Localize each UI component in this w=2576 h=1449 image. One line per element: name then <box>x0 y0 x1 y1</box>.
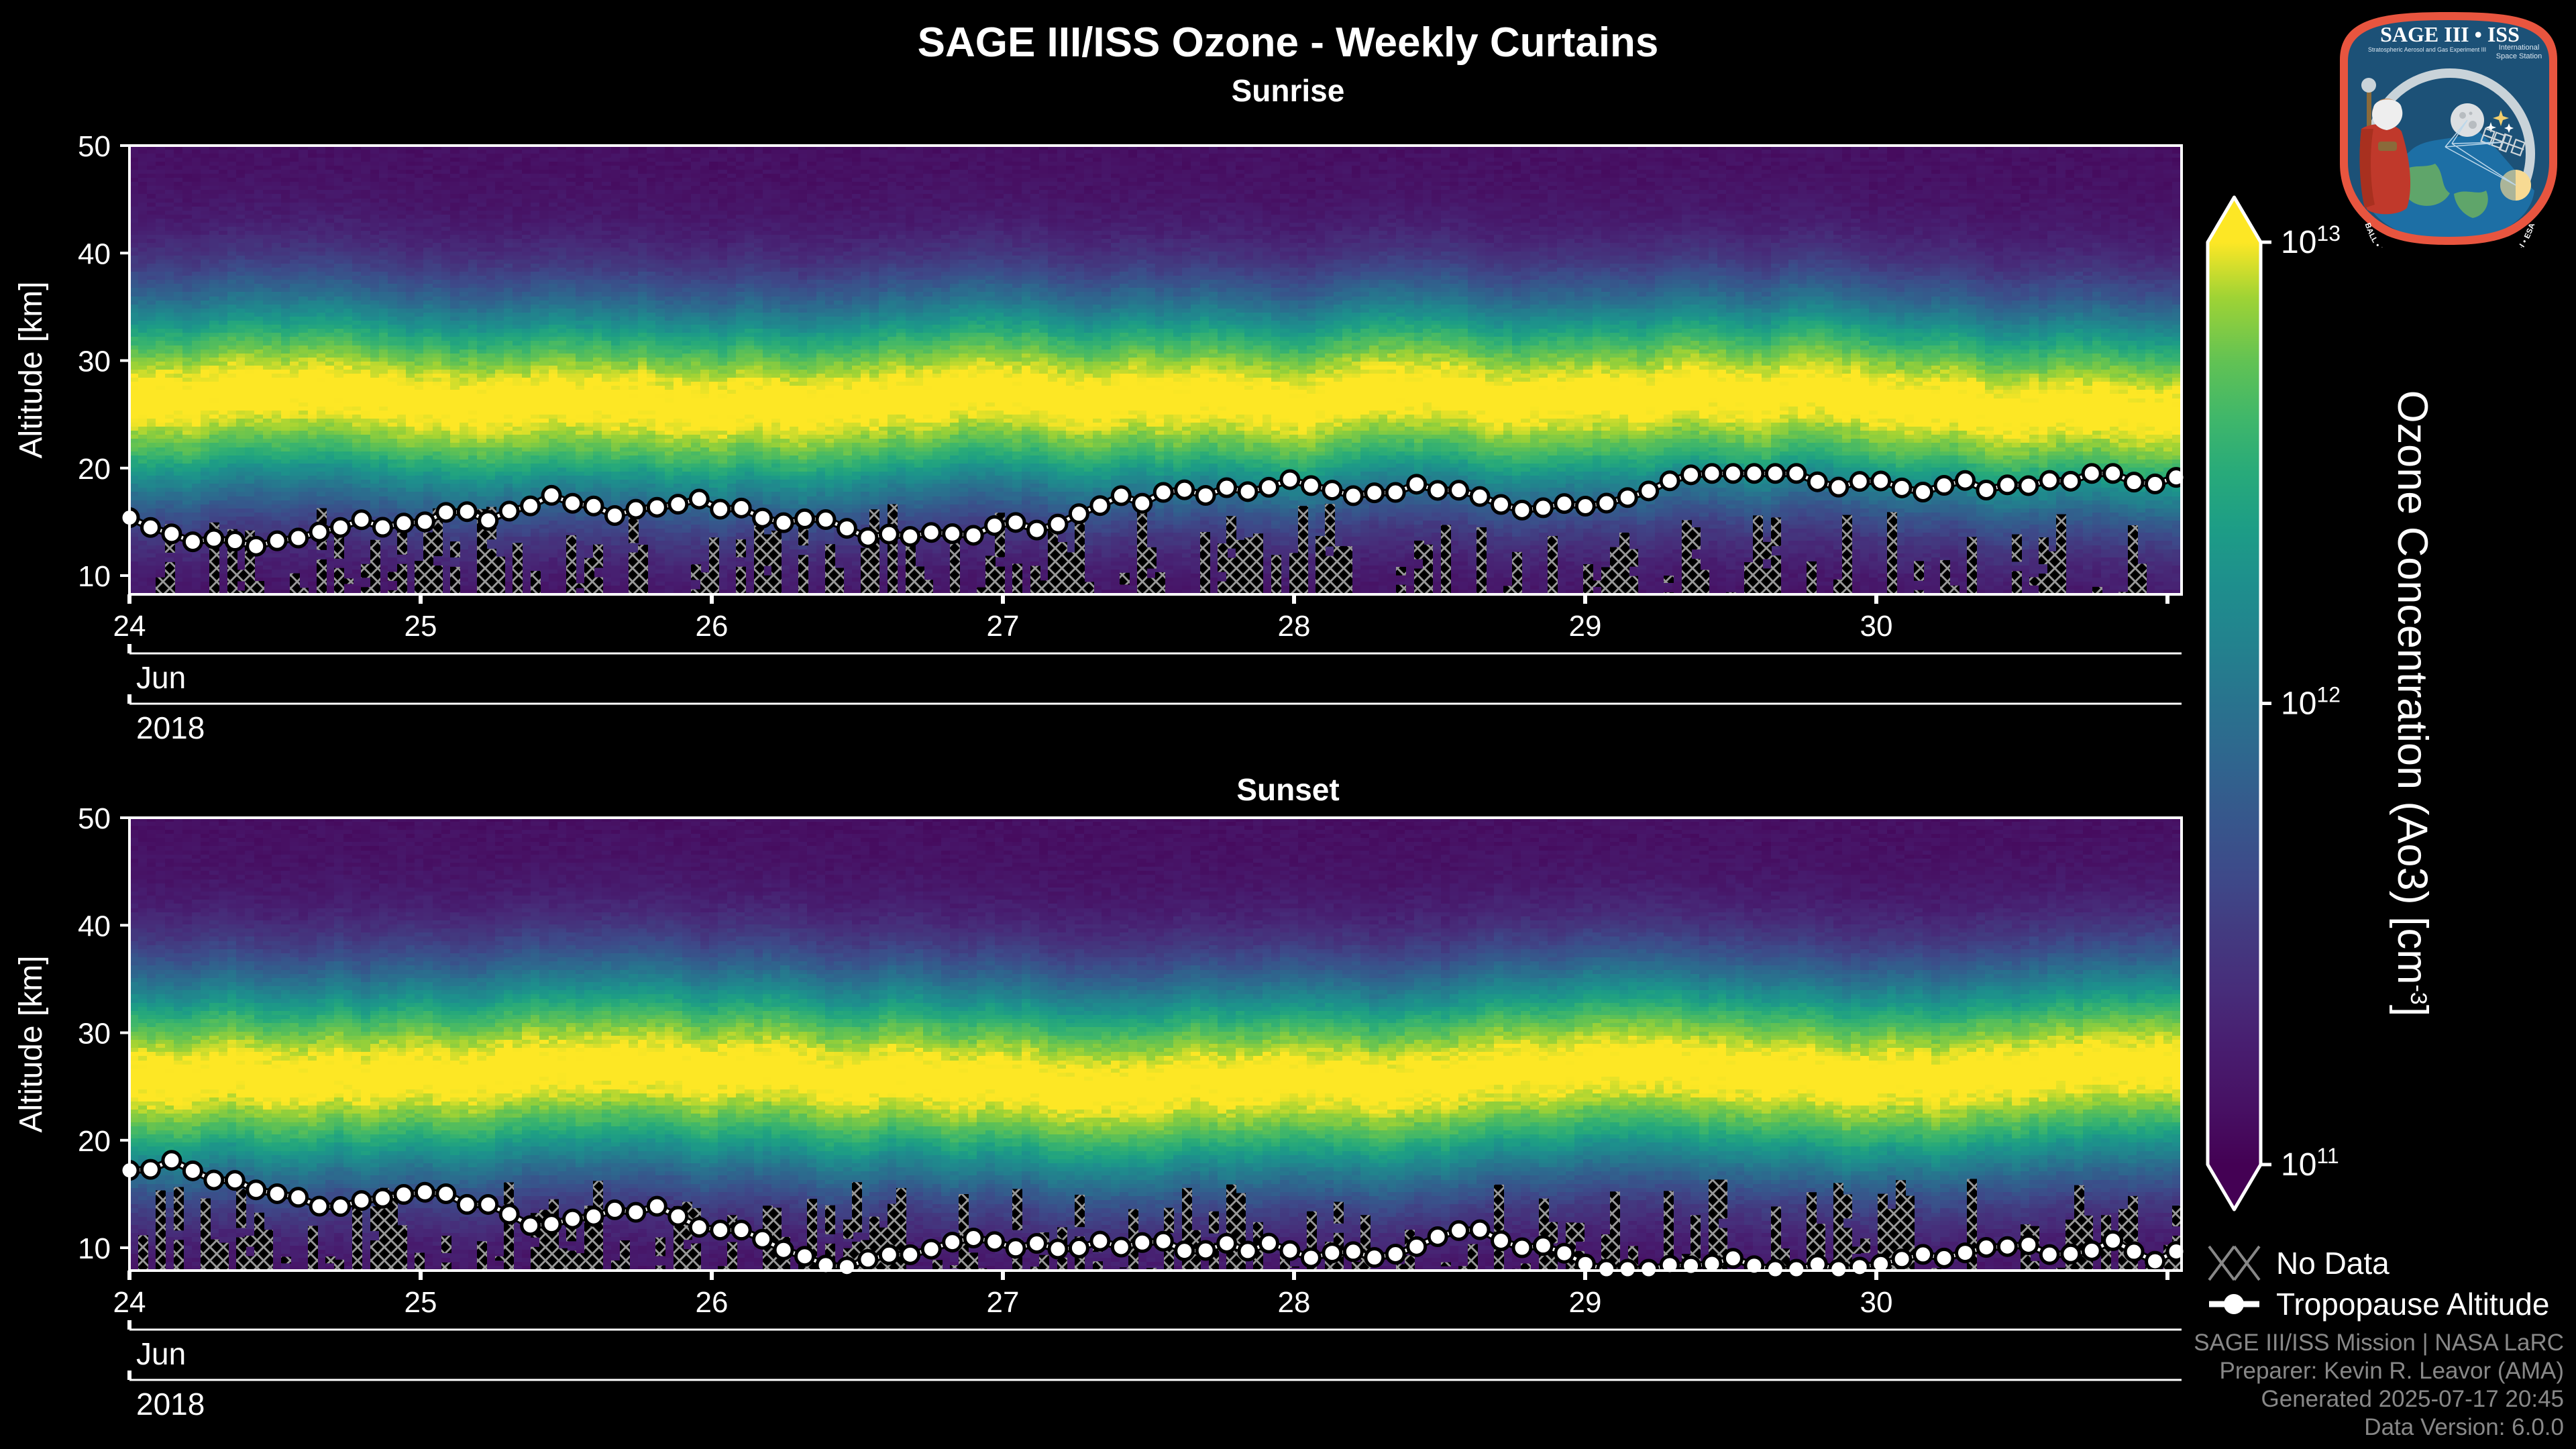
svg-text:Space Station: Space Station <box>2496 52 2542 60</box>
svg-text:20: 20 <box>78 453 111 486</box>
svg-text:20: 20 <box>78 1125 111 1158</box>
svg-text:30: 30 <box>78 345 111 378</box>
svg-text:27: 27 <box>987 610 1020 643</box>
svg-text:28: 28 <box>1278 610 1311 643</box>
svg-text:1011: 1011 <box>2281 1144 2339 1183</box>
svg-text:28: 28 <box>1278 1286 1311 1319</box>
svg-text:Jun: Jun <box>136 660 186 695</box>
svg-text:Preparer: Kevin R. Leavor (AMA: Preparer: Kevin R. Leavor (AMA) <box>2219 1358 2564 1384</box>
svg-text:40: 40 <box>78 910 111 943</box>
svg-text:30: 30 <box>1860 1286 1893 1319</box>
svg-text:10: 10 <box>78 560 111 593</box>
svg-text:Altitude [km]: Altitude [km] <box>13 281 49 458</box>
svg-text:24: 24 <box>113 610 146 643</box>
svg-text:Tropopause Altitude: Tropopause Altitude <box>2276 1287 2549 1322</box>
svg-text:International: International <box>2499 44 2540 52</box>
svg-text:1012: 1012 <box>2281 683 2341 722</box>
svg-text:25: 25 <box>405 610 437 643</box>
svg-text:2018: 2018 <box>136 1387 205 1421</box>
svg-text:30: 30 <box>78 1018 111 1051</box>
svg-text:Jun: Jun <box>136 1336 186 1371</box>
svg-text:Altitude [km]: Altitude [km] <box>13 955 49 1132</box>
svg-text:No Data: No Data <box>2276 1246 2390 1281</box>
svg-text:1013: 1013 <box>2281 221 2341 260</box>
svg-text:SAGE III/ISS Mission | NASA La: SAGE III/ISS Mission | NASA LaRC <box>2194 1330 2564 1356</box>
svg-text:26: 26 <box>696 610 729 643</box>
svg-text:SAGE III • ISS: SAGE III • ISS <box>2380 22 2520 46</box>
svg-text:Stratospheric Aerosol and Gas: Stratospheric Aerosol and Gas Experiment… <box>2368 46 2486 53</box>
svg-text:26: 26 <box>696 1286 729 1319</box>
svg-text:50: 50 <box>78 130 111 163</box>
svg-text:Ozone Concentration (Ao3) [cm-: Ozone Concentration (Ao3) [cm-3] <box>2389 390 2436 1017</box>
svg-text:29: 29 <box>1569 610 1602 643</box>
svg-text:25: 25 <box>405 1286 437 1319</box>
svg-text:27: 27 <box>987 1286 1020 1319</box>
svg-text:40: 40 <box>78 237 111 270</box>
svg-text:24: 24 <box>113 1286 146 1319</box>
svg-text:29: 29 <box>1569 1286 1602 1319</box>
svg-text:50: 50 <box>78 802 111 835</box>
svg-text:Data Version: 6.0.0: Data Version: 6.0.0 <box>2364 1414 2564 1440</box>
svg-text:2018: 2018 <box>136 710 205 745</box>
svg-text:10: 10 <box>78 1232 111 1265</box>
svg-text:Generated 2025-07-17 20:45: Generated 2025-07-17 20:45 <box>2261 1386 2564 1412</box>
svg-text:30: 30 <box>1860 610 1893 643</box>
